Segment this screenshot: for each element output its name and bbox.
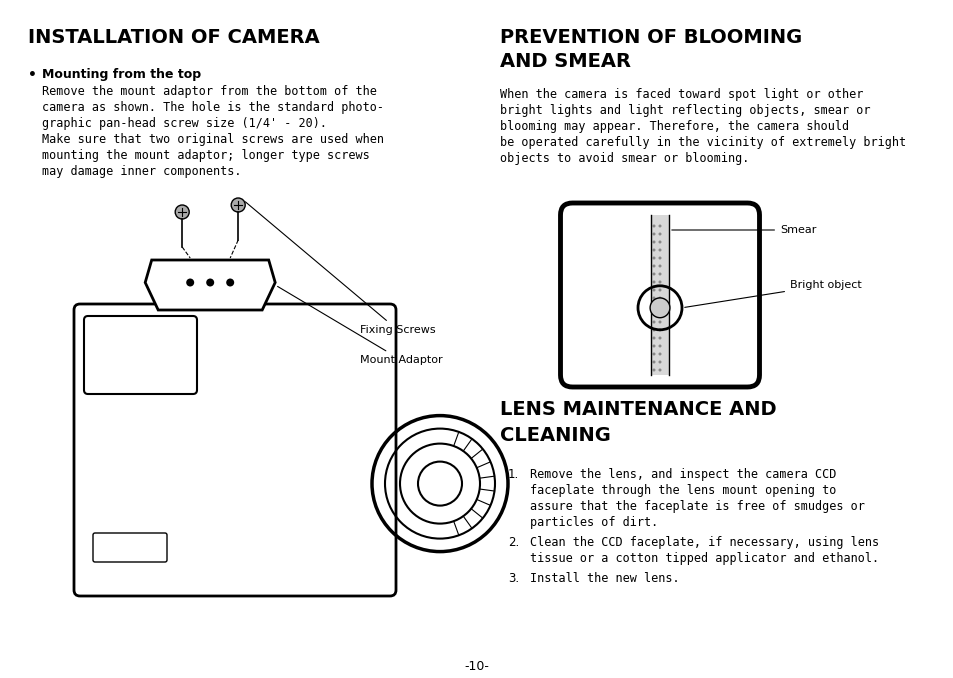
- Text: AND SMEAR: AND SMEAR: [499, 52, 630, 71]
- Text: PREVENTION OF BLOOMING: PREVENTION OF BLOOMING: [499, 28, 801, 47]
- Circle shape: [652, 281, 655, 283]
- Circle shape: [658, 313, 660, 315]
- Text: When the camera is faced toward spot light or other: When the camera is faced toward spot lig…: [499, 88, 862, 101]
- FancyBboxPatch shape: [84, 316, 196, 394]
- Circle shape: [658, 233, 660, 235]
- Circle shape: [652, 329, 655, 332]
- Circle shape: [658, 344, 660, 348]
- Text: CLEANING: CLEANING: [499, 426, 610, 445]
- Text: particles of dirt.: particles of dirt.: [530, 516, 658, 529]
- Text: mounting the mount adaptor; longer type screws: mounting the mount adaptor; longer type …: [42, 149, 370, 162]
- Circle shape: [658, 281, 660, 283]
- Circle shape: [206, 279, 214, 287]
- Circle shape: [649, 298, 669, 318]
- Circle shape: [652, 256, 655, 260]
- Circle shape: [658, 273, 660, 275]
- Circle shape: [658, 304, 660, 308]
- Circle shape: [175, 205, 189, 219]
- FancyBboxPatch shape: [560, 203, 759, 387]
- Text: 3.: 3.: [507, 572, 518, 585]
- Circle shape: [652, 273, 655, 275]
- Text: Mount Adaptor: Mount Adaptor: [277, 286, 442, 365]
- Circle shape: [652, 344, 655, 348]
- Circle shape: [652, 304, 655, 308]
- Circle shape: [652, 353, 655, 355]
- Text: Mounting from the top: Mounting from the top: [42, 68, 201, 81]
- Bar: [650, 215, 668, 375]
- Circle shape: [658, 353, 660, 355]
- Circle shape: [652, 369, 655, 372]
- Text: 2.: 2.: [507, 536, 518, 549]
- Circle shape: [658, 264, 660, 268]
- Text: blooming may appear. Therefore, the camera should: blooming may appear. Therefore, the came…: [499, 120, 848, 133]
- Text: Clean the CCD faceplate, if necessary, using lens: Clean the CCD faceplate, if necessary, u…: [530, 536, 879, 549]
- Circle shape: [658, 369, 660, 372]
- Text: INSTALLATION OF CAMERA: INSTALLATION OF CAMERA: [28, 28, 319, 47]
- Circle shape: [652, 249, 655, 252]
- Circle shape: [231, 198, 245, 212]
- Text: •: •: [28, 68, 37, 82]
- Circle shape: [658, 256, 660, 260]
- Text: 1.: 1.: [507, 468, 518, 481]
- Text: Smear: Smear: [671, 225, 816, 235]
- Text: tissue or a cotton tipped applicator and ethanol.: tissue or a cotton tipped applicator and…: [530, 552, 879, 565]
- Circle shape: [652, 224, 655, 228]
- Circle shape: [658, 241, 660, 243]
- Circle shape: [186, 279, 194, 287]
- Circle shape: [652, 264, 655, 268]
- Circle shape: [652, 296, 655, 300]
- Circle shape: [652, 233, 655, 235]
- Circle shape: [652, 336, 655, 340]
- Circle shape: [658, 361, 660, 363]
- Text: may damage inner components.: may damage inner components.: [42, 165, 241, 178]
- Circle shape: [658, 249, 660, 252]
- Text: camera as shown. The hole is the standard photo-: camera as shown. The hole is the standar…: [42, 101, 384, 114]
- Text: Make sure that two original screws are used when: Make sure that two original screws are u…: [42, 133, 384, 146]
- Text: faceplate through the lens mount opening to: faceplate through the lens mount opening…: [530, 484, 836, 497]
- Polygon shape: [145, 260, 274, 310]
- Text: Remove the mount adaptor from the bottom of the: Remove the mount adaptor from the bottom…: [42, 85, 376, 98]
- Circle shape: [652, 321, 655, 323]
- Text: assure that the faceplate is free of smudges or: assure that the faceplate is free of smu…: [530, 500, 864, 513]
- Text: LENS MAINTENANCE AND: LENS MAINTENANCE AND: [499, 400, 776, 419]
- Text: -10-: -10-: [464, 660, 489, 673]
- Text: bright lights and light reflecting objects, smear or: bright lights and light reflecting objec…: [499, 104, 869, 117]
- Circle shape: [226, 279, 233, 287]
- Text: Remove the lens, and inspect the camera CCD: Remove the lens, and inspect the camera …: [530, 468, 836, 481]
- Text: graphic pan-head screw size (1/4' - 20).: graphic pan-head screw size (1/4' - 20).: [42, 117, 327, 130]
- Circle shape: [652, 361, 655, 363]
- Circle shape: [658, 296, 660, 300]
- Text: Install the new lens.: Install the new lens.: [530, 572, 679, 585]
- Text: objects to avoid smear or blooming.: objects to avoid smear or blooming.: [499, 152, 749, 165]
- Circle shape: [658, 321, 660, 323]
- FancyBboxPatch shape: [92, 533, 167, 562]
- FancyBboxPatch shape: [74, 304, 395, 596]
- Circle shape: [652, 241, 655, 243]
- Circle shape: [658, 336, 660, 340]
- Circle shape: [652, 289, 655, 292]
- Circle shape: [658, 289, 660, 292]
- Text: be operated carefully in the vicinity of extremely bright: be operated carefully in the vicinity of…: [499, 136, 905, 149]
- Circle shape: [658, 224, 660, 228]
- Circle shape: [652, 313, 655, 315]
- Text: Bright object: Bright object: [684, 280, 861, 307]
- Circle shape: [658, 329, 660, 332]
- Text: Fixing Screws: Fixing Screws: [245, 202, 436, 335]
